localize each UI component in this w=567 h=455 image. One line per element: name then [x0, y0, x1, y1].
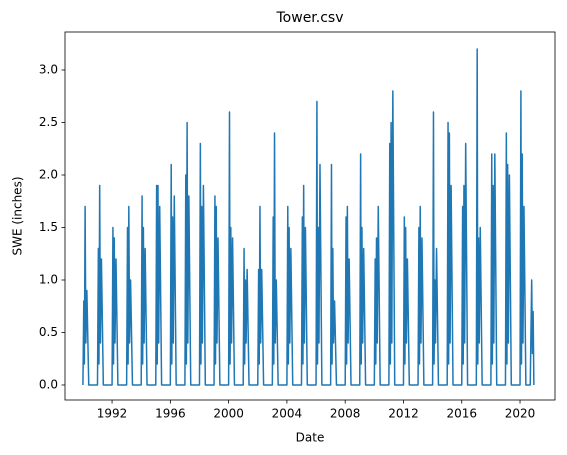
x-tick-label: 2000 — [213, 407, 244, 421]
x-axis-label: Date — [296, 431, 325, 445]
x-tick-label: 2016 — [446, 407, 477, 421]
x-tick-label: 1992 — [97, 407, 128, 421]
x-tick-label: 1996 — [155, 407, 186, 421]
y-tick-label: 0.0 — [39, 377, 58, 391]
y-tick-label: 2.5 — [39, 115, 58, 129]
x-tick-label: 2008 — [330, 407, 361, 421]
x-tick-label: 2004 — [272, 407, 303, 421]
x-tick-label: 2020 — [505, 407, 536, 421]
y-tick-label: 3.0 — [39, 63, 58, 77]
y-tick-label: 1.5 — [39, 220, 58, 234]
y-tick-label: 1.0 — [39, 272, 58, 286]
y-axis-label: SWE (inches) — [11, 176, 25, 255]
data-line — [82, 48, 535, 386]
plot-frame — [64, 31, 556, 401]
y-tick-label: 2.0 — [39, 168, 58, 182]
x-tick-label: 2012 — [388, 407, 419, 421]
y-tick-label: 0.5 — [39, 325, 58, 339]
chart-title: Tower.csv — [276, 10, 344, 26]
